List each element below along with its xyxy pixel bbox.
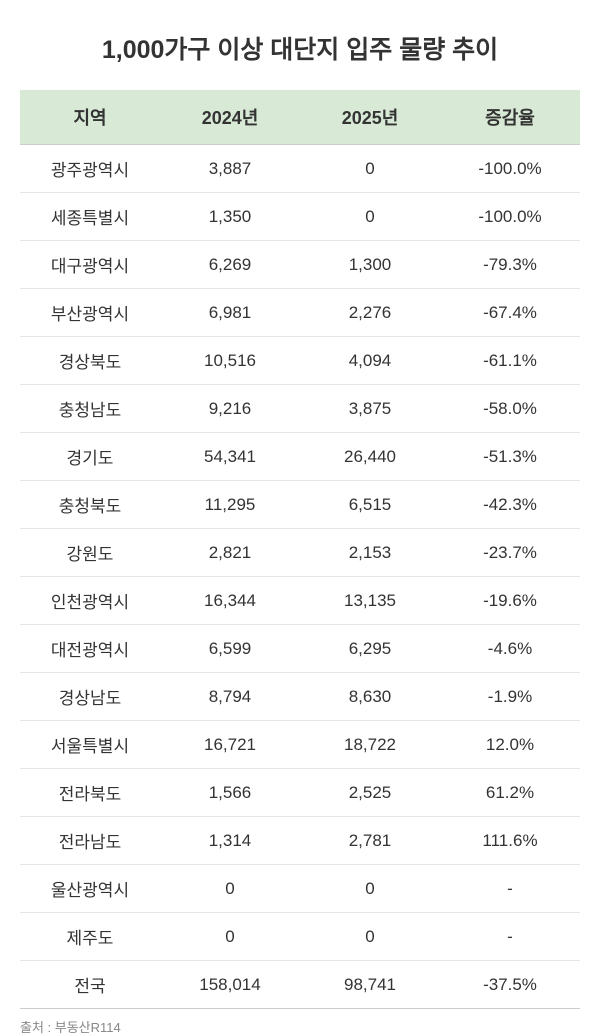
table-header-row: 지역 2024년 2025년 증감율 [20,90,580,145]
table-row: 경상남도8,7948,630-1.9% [20,673,580,721]
table-row: 경기도54,34126,440-51.3% [20,433,580,481]
cell-rate: 111.6% [440,817,580,865]
cell-y2024: 11,295 [160,481,300,529]
cell-y2025: 26,440 [300,433,440,481]
cell-y2025: 18,722 [300,721,440,769]
cell-rate: -79.3% [440,241,580,289]
col-header-region: 지역 [20,90,160,145]
cell-y2024: 3,887 [160,145,300,193]
cell-rate: -61.1% [440,337,580,385]
table-row: 세종특별시1,3500-100.0% [20,193,580,241]
cell-region: 충청남도 [20,385,160,433]
cell-rate: -23.7% [440,529,580,577]
cell-y2025: 2,153 [300,529,440,577]
cell-y2025: 0 [300,145,440,193]
cell-y2024: 9,216 [160,385,300,433]
cell-y2024: 10,516 [160,337,300,385]
cell-rate: - [440,865,580,913]
page-title: 1,000가구 이상 대단지 입주 물량 추이 [20,30,580,66]
col-header-2025: 2025년 [300,90,440,145]
cell-y2025: 2,276 [300,289,440,337]
cell-y2024: 1,350 [160,193,300,241]
cell-region: 울산광역시 [20,865,160,913]
col-header-rate: 증감율 [440,90,580,145]
cell-region: 경기도 [20,433,160,481]
cell-y2024: 1,314 [160,817,300,865]
cell-y2025: 1,300 [300,241,440,289]
table-row: 부산광역시6,9812,276-67.4% [20,289,580,337]
cell-y2025: 0 [300,913,440,961]
cell-region: 광주광역시 [20,145,160,193]
cell-region: 전라남도 [20,817,160,865]
cell-y2024: 8,794 [160,673,300,721]
cell-y2025: 4,094 [300,337,440,385]
cell-y2024: 16,721 [160,721,300,769]
table-row: 제주도00- [20,913,580,961]
cell-y2024: 2,821 [160,529,300,577]
cell-rate: -67.4% [440,289,580,337]
table-total-row: 전국158,01498,741-37.5% [20,961,580,1009]
cell-region: 인천광역시 [20,577,160,625]
table-row: 인천광역시16,34413,135-19.6% [20,577,580,625]
cell-y2025: 2,781 [300,817,440,865]
table-row: 경상북도10,5164,094-61.1% [20,337,580,385]
cell-rate: -42.3% [440,481,580,529]
cell-region: 부산광역시 [20,289,160,337]
cell-region: 대구광역시 [20,241,160,289]
cell-y2024: 0 [160,913,300,961]
cell-region: 전라북도 [20,769,160,817]
cell-region: 강원도 [20,529,160,577]
cell-y2024: 54,341 [160,433,300,481]
data-table: 지역 2024년 2025년 증감율 광주광역시3,8870-100.0%세종특… [20,90,580,1009]
cell-y2024: 16,344 [160,577,300,625]
cell-y2025: 2,525 [300,769,440,817]
cell-y2024: 0 [160,865,300,913]
table-row: 광주광역시3,8870-100.0% [20,145,580,193]
cell-region: 경상남도 [20,673,160,721]
cell-rate: -58.0% [440,385,580,433]
table-row: 충청남도9,2163,875-58.0% [20,385,580,433]
table-row: 강원도2,8212,153-23.7% [20,529,580,577]
cell-rate: 12.0% [440,721,580,769]
table-row: 대구광역시6,2691,300-79.3% [20,241,580,289]
cell-rate: -100.0% [440,145,580,193]
table-row: 서울특별시16,72118,72212.0% [20,721,580,769]
cell-rate: - [440,913,580,961]
cell-region: 충청북도 [20,481,160,529]
table-row: 울산광역시00- [20,865,580,913]
table-body: 광주광역시3,8870-100.0%세종특별시1,3500-100.0%대구광역… [20,145,580,1009]
cell-rate: -19.6% [440,577,580,625]
cell-rate: 61.2% [440,769,580,817]
cell-region: 대전광역시 [20,625,160,673]
total-cell-y2024: 158,014 [160,961,300,1009]
cell-region: 경상북도 [20,337,160,385]
cell-y2024: 1,566 [160,769,300,817]
table-row: 전라남도1,3142,781111.6% [20,817,580,865]
cell-y2024: 6,599 [160,625,300,673]
table-row: 대전광역시6,5996,295-4.6% [20,625,580,673]
cell-y2025: 8,630 [300,673,440,721]
table-row: 전라북도1,5662,52561.2% [20,769,580,817]
cell-rate: -4.6% [440,625,580,673]
table-row: 충청북도11,2956,515-42.3% [20,481,580,529]
cell-region: 제주도 [20,913,160,961]
cell-rate: -51.3% [440,433,580,481]
cell-y2025: 0 [300,865,440,913]
cell-rate: -100.0% [440,193,580,241]
total-cell-rate: -37.5% [440,961,580,1009]
cell-y2025: 3,875 [300,385,440,433]
cell-region: 서울특별시 [20,721,160,769]
cell-y2025: 6,515 [300,481,440,529]
cell-y2024: 6,981 [160,289,300,337]
cell-y2025: 13,135 [300,577,440,625]
total-cell-y2025: 98,741 [300,961,440,1009]
total-cell-region: 전국 [20,961,160,1009]
cell-y2025: 0 [300,193,440,241]
col-header-2024: 2024년 [160,90,300,145]
cell-region: 세종특별시 [20,193,160,241]
cell-y2025: 6,295 [300,625,440,673]
source-label: 출처 : 부동산R114 [20,1017,580,1036]
cell-rate: -1.9% [440,673,580,721]
cell-y2024: 6,269 [160,241,300,289]
